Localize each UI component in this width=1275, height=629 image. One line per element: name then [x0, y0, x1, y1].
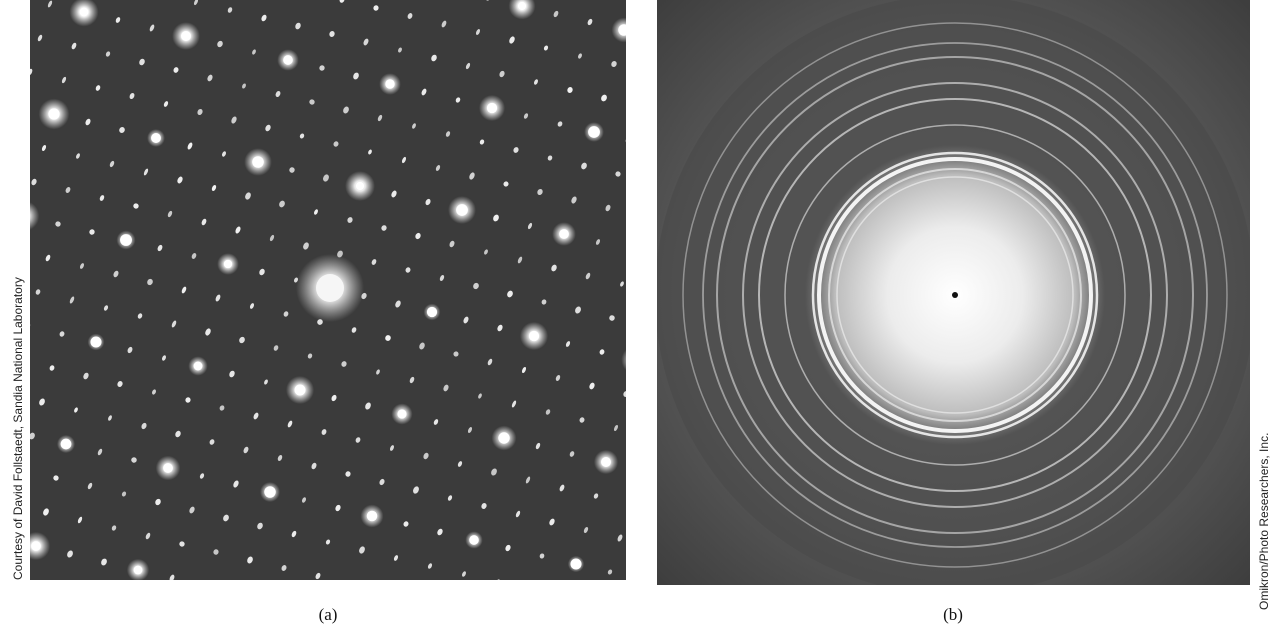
bright-spot	[601, 457, 611, 467]
spot	[383, 588, 389, 596]
spot	[636, 466, 643, 474]
bright-spot	[264, 486, 276, 498]
credit-a: Courtesy of David Follstaedt, Sandia Nat…	[11, 277, 25, 580]
bright-spot	[224, 260, 232, 268]
bright-spot	[570, 558, 581, 569]
bright-spot	[618, 24, 630, 36]
spot	[17, 102, 24, 110]
bright-spot	[163, 463, 173, 473]
spot	[635, 102, 641, 109]
bright-spot	[90, 336, 101, 347]
bright-spot	[397, 409, 406, 418]
bright-spot	[367, 511, 377, 521]
bright-spot-glow	[226, 580, 254, 608]
bright-spot	[469, 535, 479, 545]
bright-spot-glow	[621, 345, 650, 374]
bright-spot	[234, 588, 246, 600]
bright-spot	[487, 103, 497, 113]
credit-b: Omikron/Photo Researchers, Inc.	[1257, 433, 1271, 610]
panel-label-b: (b)	[943, 605, 963, 624]
bright-spot	[456, 204, 468, 216]
spot	[629, 246, 635, 253]
spot	[348, 579, 356, 588]
figure: Courtesy of David Follstaedt, Sandia Nat…	[0, 0, 1275, 629]
bright-spot	[356, 182, 364, 190]
panel-label-a: (a)	[319, 605, 338, 624]
bright-spot	[252, 156, 264, 168]
bright-spot-glow	[9, 201, 40, 232]
spot	[202, 582, 209, 590]
spot	[56, 584, 63, 591]
diffraction-image-b	[655, 0, 1255, 595]
bright-spot	[588, 126, 600, 138]
center-spot	[952, 292, 958, 298]
bright-spot	[385, 79, 394, 88]
bright-spot	[283, 55, 293, 65]
spot	[528, 586, 536, 594]
bright-spot	[120, 234, 132, 246]
bright-spot	[529, 331, 539, 341]
bright-spot	[134, 566, 143, 575]
bright-spot	[151, 133, 161, 143]
bright-spot	[18, 210, 30, 222]
bright-spot	[427, 307, 437, 317]
bright-spot	[294, 384, 305, 395]
central-spot	[316, 274, 344, 302]
bright-spot	[48, 108, 59, 119]
diffraction-image-a	[9, 0, 651, 608]
bright-spot	[498, 432, 509, 443]
bright-spot	[31, 541, 41, 551]
bright-spot	[518, 2, 526, 10]
page: {"panels": [ {"credit": "Courtesy of Dav…	[0, 0, 1275, 629]
bright-spot	[181, 31, 191, 41]
bright-spot	[61, 439, 72, 450]
spot	[626, 500, 633, 508]
bright-spot	[194, 362, 203, 371]
bright-spot	[559, 229, 569, 239]
bright-spot	[80, 8, 89, 17]
bright-spot	[631, 355, 641, 365]
